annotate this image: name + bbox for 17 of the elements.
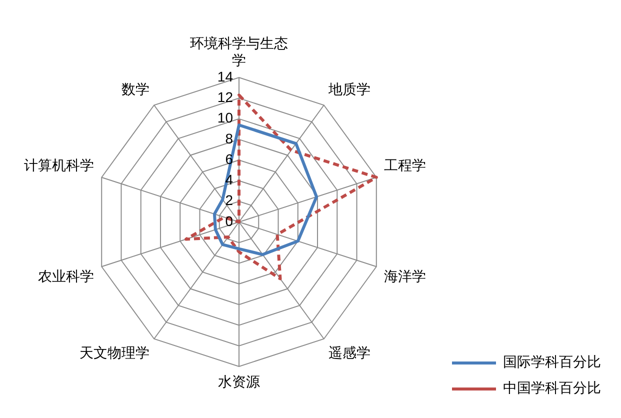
y-tick-label: 12 (217, 89, 234, 106)
legend-label: 国际学科百分比 (503, 354, 601, 371)
spoke-label: 天文物理学 (79, 345, 150, 362)
y-tick-label: 8 (225, 130, 234, 146)
spoke-label: 数学 (121, 82, 150, 98)
spoke-label: 农业科学 (38, 269, 94, 286)
spoke-label: 遥感学 (328, 345, 371, 362)
spoke-label: 地质学 (328, 82, 371, 98)
spoke-label: 海洋学 (384, 269, 426, 286)
spoke-label: 工程学 (384, 158, 426, 174)
y-tick-label: 10 (217, 110, 234, 126)
legend-label: 中国学科百分比 (503, 380, 601, 397)
spoke-label: 计算机科学 (24, 158, 94, 174)
y-tick-label: 14 (217, 68, 234, 84)
spoke-label: 水资源 (218, 374, 260, 391)
y-tick-label: 2 (225, 192, 234, 208)
spoke-label: 环境科学与生态学 (190, 36, 288, 69)
